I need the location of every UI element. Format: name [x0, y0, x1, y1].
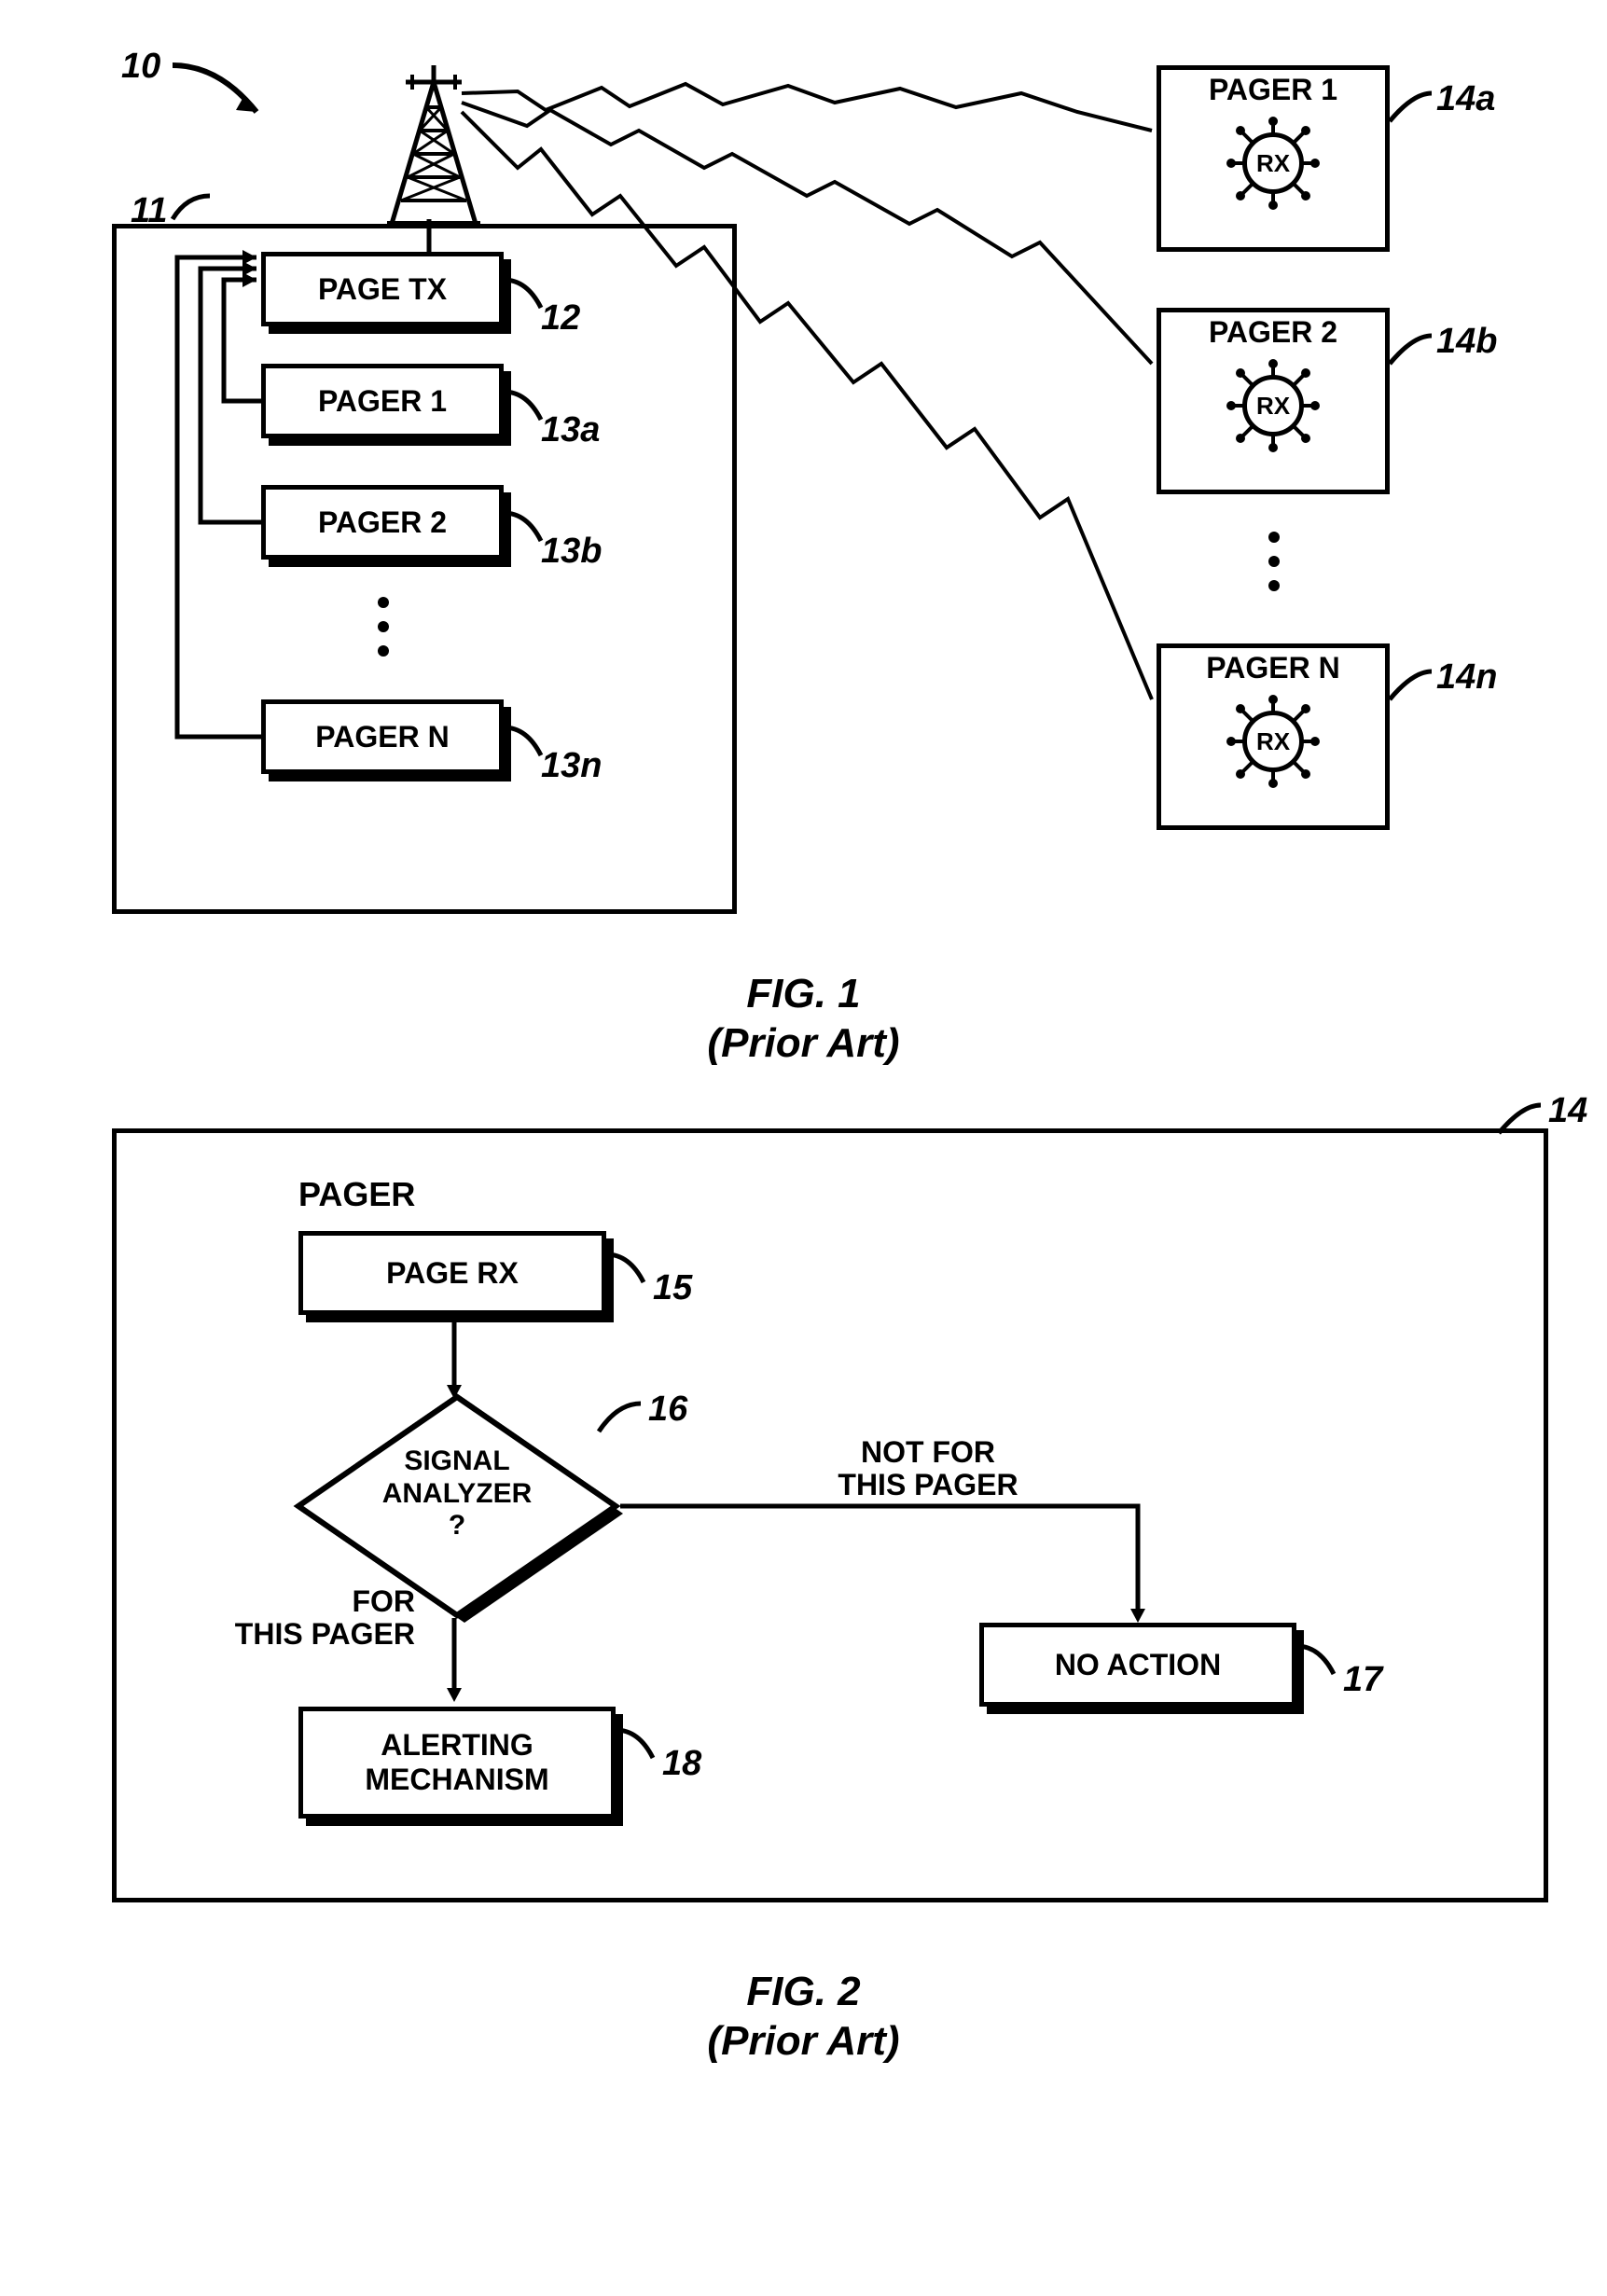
fig2-caption-line2: (Prior Art)	[707, 2018, 899, 2064]
arrow-analyzer-alert	[445, 1618, 464, 1707]
rx-text-n: RX	[1256, 727, 1290, 756]
ref-14n: 14n	[1436, 657, 1497, 698]
ref-18: 18	[662, 1744, 701, 1784]
remote-pager-n-rx: RX	[1231, 699, 1315, 783]
alerting-label: ALERTING MECHANISM	[365, 1728, 548, 1797]
page-rx-label: PAGE RX	[386, 1256, 519, 1291]
remote-pager-1-rx: RX	[1231, 121, 1315, 205]
bus-arrows	[149, 252, 270, 783]
remote-pager-2-rx: RX	[1231, 364, 1315, 448]
fig1-caption-line2: (Prior Art)	[707, 1020, 899, 1066]
page-tx-label: PAGE TX	[318, 272, 447, 307]
no-action-label: NO ACTION	[1055, 1648, 1221, 1682]
station-pager-n: PAGER N	[261, 699, 504, 774]
no-action-box: NO ACTION	[979, 1623, 1296, 1707]
arrow-system	[163, 56, 294, 140]
ref-16: 16	[648, 1390, 687, 1430]
radio-waves	[462, 93, 1161, 783]
remote-pager-1-label: PAGER 1	[1157, 73, 1390, 107]
fig2-caption-line1: FIG. 2	[746, 1969, 860, 2014]
fig1-caption-line1: FIG. 1	[746, 971, 860, 1017]
rx-text-2: RX	[1256, 392, 1290, 421]
ref-14b: 14b	[1436, 322, 1497, 362]
ref-pager-container: 14	[1548, 1091, 1587, 1131]
station-pager-2-label: PAGER 2	[318, 505, 447, 540]
page-rx-box: PAGE RX	[298, 1231, 606, 1315]
station-pager-2: PAGER 2	[261, 485, 504, 560]
station-dots	[378, 597, 389, 657]
figure-1: 10 11 PAGE TX 12	[37, 37, 1570, 1044]
pager-container-label: PAGER	[298, 1175, 415, 1214]
edge-for: FOR THIS PAGER	[201, 1585, 415, 1651]
page-tx-box: PAGE TX	[261, 252, 504, 326]
antenna-to-tx	[420, 219, 438, 256]
remote-pager-n-label: PAGER N	[1157, 651, 1390, 685]
ref-system: 10	[121, 47, 160, 87]
remote-pager-2-label: PAGER 2	[1157, 315, 1390, 350]
analyzer-label: SIGNAL ANALYZER ?	[289, 1445, 625, 1542]
ref-17: 17	[1343, 1660, 1382, 1700]
fig2-caption: FIG. 2 (Prior Art)	[37, 1968, 1570, 2067]
station-pager-n-label: PAGER N	[315, 720, 449, 754]
station-pager-1-label: PAGER 1	[318, 384, 447, 419]
alerting-box: ALERTING MECHANISM	[298, 1707, 616, 1819]
station-pager-1: PAGER 1	[261, 364, 504, 438]
edge-notfor: NOT FOR THIS PAGER	[811, 1436, 1045, 1501]
remote-dots	[1268, 532, 1280, 591]
ref-14a: 14a	[1436, 79, 1495, 119]
ref-15: 15	[653, 1268, 692, 1308]
figure-2: 14 PAGER PAGE RX 15 SIGNAL ANALYZER ? 16…	[37, 1100, 1570, 2080]
rx-text-1: RX	[1256, 149, 1290, 178]
fig1-caption: FIG. 1 (Prior Art)	[37, 970, 1570, 1069]
